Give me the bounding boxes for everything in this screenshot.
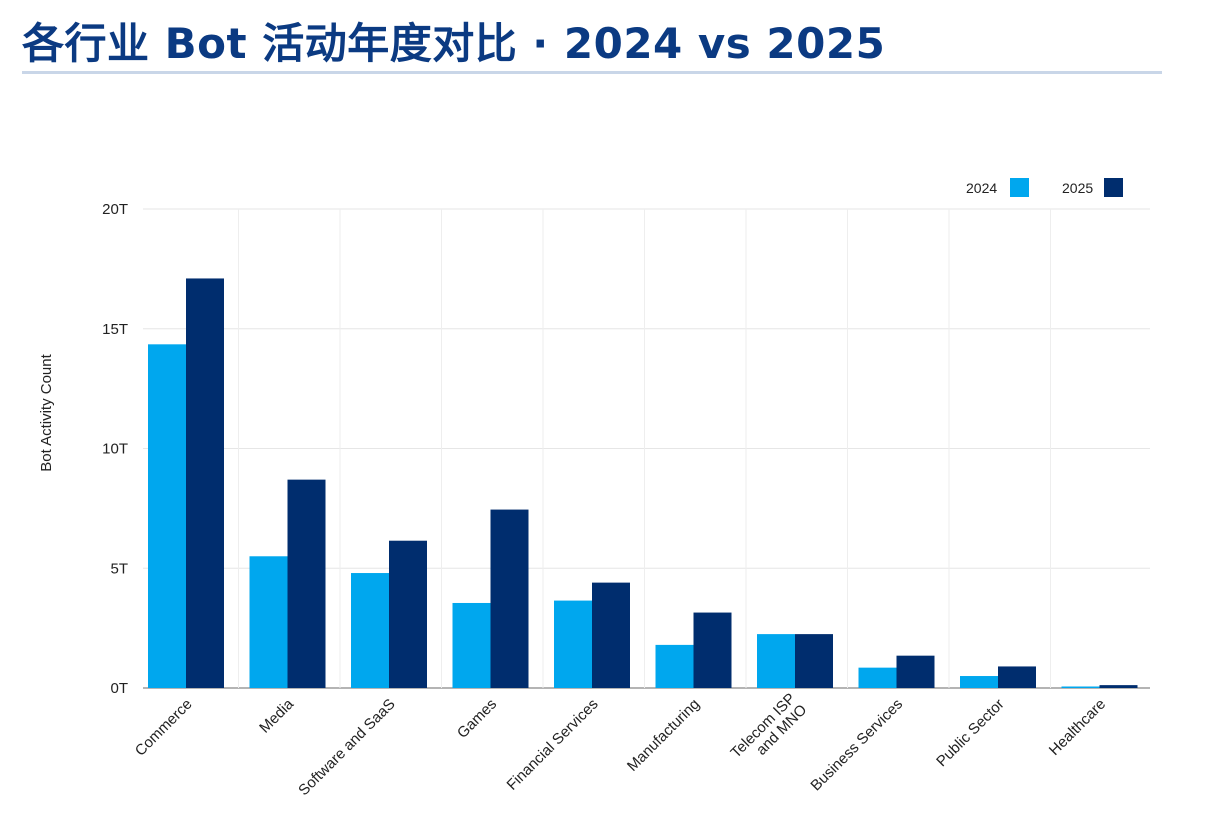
bar-2024-games: [452, 602, 491, 688]
x-tick-label: Games: [454, 696, 500, 742]
y-tick-label: 0T: [110, 680, 128, 697]
bar-2024-business-services: [858, 667, 897, 688]
bar-2025-manufacturing: [693, 612, 732, 688]
y-tick-label: 5T: [110, 560, 128, 577]
legend-swatch-2025: [1104, 178, 1123, 197]
bar-2024-manufacturing: [655, 644, 694, 688]
bar-2024-healthcare: [1061, 686, 1100, 688]
y-tick-label: 15T: [102, 321, 128, 338]
legend-label-2025: 2025: [1062, 180, 1093, 196]
x-tick-label: Telecom ISPand MNO: [727, 690, 810, 773]
y-axis-label: Bot Activity Count: [38, 353, 55, 471]
bar-2024-commerce: [148, 344, 186, 688]
legend-label-2024: 2024: [966, 180, 997, 196]
bar-2025-healthcare: [1099, 685, 1138, 688]
bar-2024-public-sector: [960, 676, 998, 688]
bar-2025-financial-services: [592, 582, 630, 688]
bar-2025-games: [490, 509, 529, 688]
y-tick-label: 20T: [102, 201, 128, 218]
bar-2024-telecom-isp: [757, 634, 795, 688]
bar-2025-telecom-isp: [795, 634, 833, 688]
bar-2024-media: [249, 556, 288, 688]
x-tick-label: Business Services: [807, 696, 906, 795]
bar-2025-commerce: [186, 278, 224, 688]
bar-2024-software-and-saas: [351, 573, 389, 688]
bar-2024-financial-services: [554, 600, 592, 688]
x-tick-label: Manufacturing: [624, 696, 703, 775]
bar-2025-media: [287, 479, 326, 688]
bar-2025-public-sector: [998, 666, 1036, 688]
x-tick-label: Media: [256, 695, 297, 736]
x-tick-label: Commerce: [132, 696, 196, 760]
x-tick-label: Software and SaaS: [295, 696, 398, 799]
bar-2025-software-and-saas: [389, 540, 427, 688]
title-underline: [22, 71, 1162, 74]
y-tick-label: 10T: [102, 441, 128, 458]
legend-swatch-2024: [1010, 178, 1029, 197]
x-tick-label: Healthcare: [1046, 696, 1109, 759]
bar-2025-business-services: [896, 655, 935, 688]
x-tick-label: Financial Services: [504, 696, 602, 794]
x-tick-label: Public Sector: [933, 696, 1008, 771]
page-title: 各行业 Bot 活动年度对比 · 2024 vs 2025: [22, 19, 886, 68]
